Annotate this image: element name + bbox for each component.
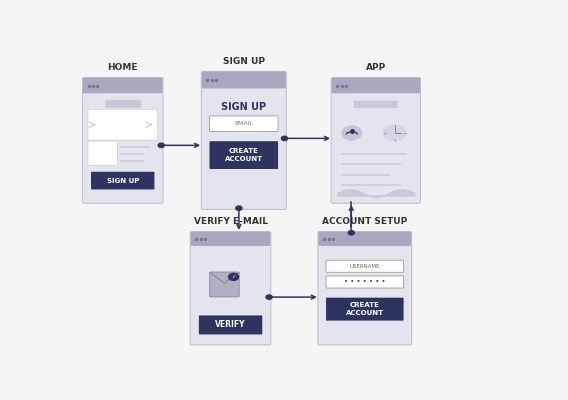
Text: ACCOUNT SETUP: ACCOUNT SETUP (322, 217, 407, 226)
Circle shape (158, 143, 164, 148)
Text: HOME: HOME (107, 63, 138, 72)
Circle shape (342, 126, 362, 140)
FancyBboxPatch shape (82, 78, 163, 203)
FancyBboxPatch shape (210, 272, 239, 297)
FancyBboxPatch shape (201, 72, 286, 209)
Text: CREATE
ACCOUNT: CREATE ACCOUNT (346, 302, 384, 316)
Text: USERNAME: USERNAME (349, 264, 380, 269)
FancyBboxPatch shape (88, 109, 157, 140)
FancyBboxPatch shape (326, 260, 404, 272)
Text: SIGN UP: SIGN UP (107, 178, 139, 184)
Circle shape (281, 136, 287, 140)
FancyBboxPatch shape (210, 141, 278, 169)
Circle shape (236, 206, 242, 210)
FancyBboxPatch shape (83, 78, 162, 93)
Text: • • • • • • •: • • • • • • • (344, 279, 386, 285)
FancyBboxPatch shape (88, 141, 118, 165)
Text: ✓: ✓ (231, 274, 236, 279)
FancyBboxPatch shape (191, 232, 270, 246)
FancyBboxPatch shape (319, 232, 411, 246)
Text: VERIFY E-MAIL: VERIFY E-MAIL (194, 217, 268, 226)
Text: SIGN UP: SIGN UP (221, 102, 266, 112)
FancyBboxPatch shape (318, 232, 412, 345)
FancyBboxPatch shape (91, 172, 154, 190)
FancyBboxPatch shape (332, 78, 420, 93)
FancyBboxPatch shape (210, 116, 278, 132)
FancyBboxPatch shape (331, 78, 420, 203)
Text: CREATE
ACCOUNT: CREATE ACCOUNT (225, 148, 263, 162)
Text: EMAIL: EMAIL (235, 121, 253, 126)
Text: SIGN UP: SIGN UP (223, 57, 265, 66)
FancyBboxPatch shape (326, 276, 404, 288)
FancyBboxPatch shape (105, 100, 141, 108)
Text: VERIFY: VERIFY (215, 320, 246, 330)
Circle shape (266, 295, 272, 299)
Circle shape (228, 273, 239, 280)
FancyBboxPatch shape (202, 72, 286, 88)
Circle shape (348, 231, 354, 235)
FancyBboxPatch shape (199, 316, 262, 334)
Text: APP: APP (366, 63, 386, 72)
Circle shape (383, 125, 406, 141)
FancyBboxPatch shape (190, 232, 271, 345)
FancyBboxPatch shape (326, 298, 404, 321)
FancyBboxPatch shape (354, 101, 398, 108)
